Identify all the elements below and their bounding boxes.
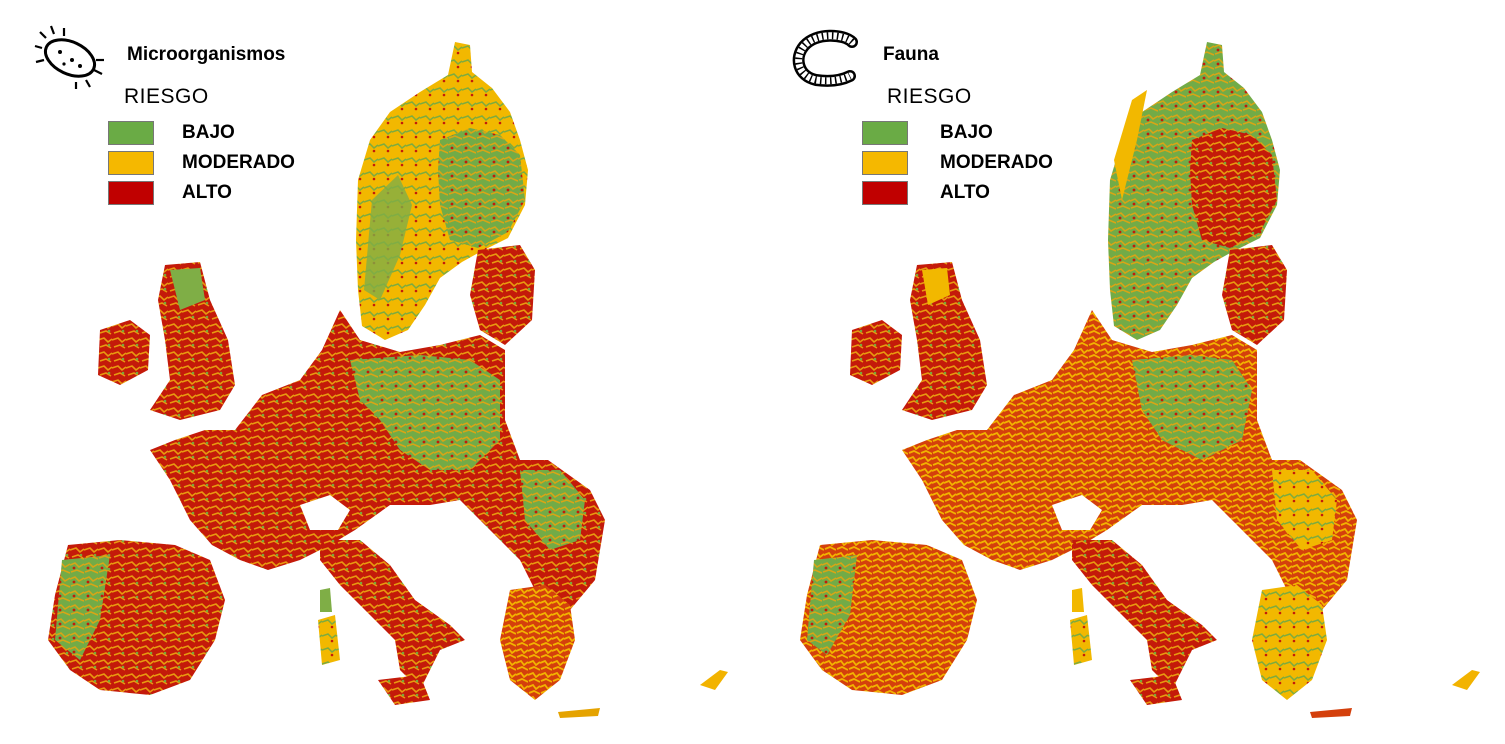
region-ireland — [98, 320, 150, 385]
legend-label: BAJO — [182, 122, 235, 143]
bacterium-icon — [34, 24, 106, 90]
legend-swatch — [862, 151, 908, 175]
europe-risk-map — [800, 42, 1480, 718]
legend-label: MODERADO — [940, 152, 1053, 173]
region-finland — [438, 128, 525, 248]
legend-label: ALTO — [940, 182, 990, 203]
region-baltics — [470, 245, 535, 345]
legend-swatch — [108, 121, 154, 145]
region-italy — [1072, 540, 1217, 690]
legend-title: RIESGO — [887, 85, 972, 108]
legend-swatch — [108, 181, 154, 205]
region-ireland — [850, 320, 902, 385]
legend-title: RIESGO — [124, 85, 209, 108]
map-panel-fauna: Fauna RIESGO BAJO MODERADO ALTO — [752, 0, 1504, 744]
region-finland — [1190, 128, 1277, 248]
region-greece — [1252, 585, 1327, 700]
worm-icon — [786, 24, 858, 90]
panel-title: Microorganismos — [127, 44, 286, 65]
region-italy — [320, 540, 465, 690]
map-panel-microorganismos: Microorganismos RIESGO BAJO MODERADO ALT… — [0, 0, 752, 744]
region-baltics — [1222, 245, 1287, 345]
legend-label: ALTO — [182, 182, 232, 203]
legend-swatch — [862, 121, 908, 145]
region-great-britain — [902, 262, 987, 420]
panel-title: Fauna — [883, 44, 939, 65]
legend-label: MODERADO — [182, 152, 295, 173]
legend-swatch — [108, 151, 154, 175]
region-greece — [500, 585, 575, 700]
region-great-britain — [150, 262, 235, 420]
europe-risk-map — [48, 42, 728, 718]
legend-swatch — [862, 181, 908, 205]
legend-label: BAJO — [940, 122, 993, 143]
